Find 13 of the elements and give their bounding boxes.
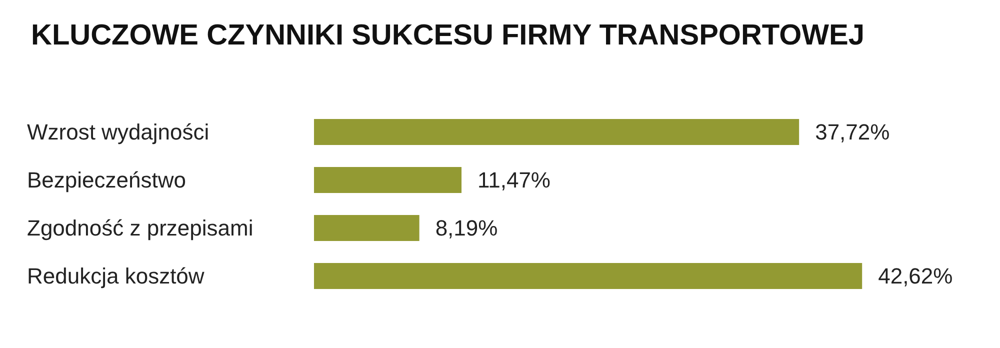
chart-title: KLUCZOWE CZYNNIKI SUKCESU FIRMY TRANSPORTOWEJ [31,20,865,52]
y-tick-label: Redukcja kosztów [27,264,204,288]
y-tick-label: Wzrost wydajności [27,120,210,144]
y-tick-label: Zgodność z przepisami [27,216,254,240]
data-label: 42,62% [878,264,953,288]
data-label: 37,72% [815,120,890,144]
bar [314,167,462,193]
data-label: 11,47% [478,168,550,192]
bar [314,119,800,145]
y-tick-label: Bezpieczeństwo [27,168,186,192]
bar [314,215,420,241]
data-label: 8,19% [435,216,498,240]
bar [314,263,862,289]
